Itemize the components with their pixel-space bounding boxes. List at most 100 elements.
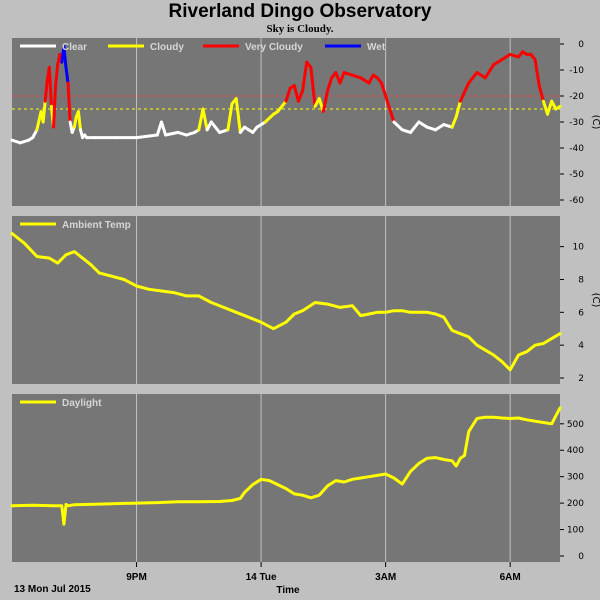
y-tick-label: -50 xyxy=(569,170,584,180)
sky-temp-segment xyxy=(321,89,330,114)
sky-status-subtitle: Sky is Cloudy. xyxy=(266,23,334,35)
sky-temp-segment xyxy=(359,76,371,85)
sky-temp-segment xyxy=(409,120,421,134)
sky-temp-segment xyxy=(392,120,404,132)
x-tick-label: 14 Tue xyxy=(246,572,277,583)
sky-temp-segment xyxy=(43,78,49,103)
sky-temp-segment xyxy=(201,107,209,132)
x-tick-label: 6AM xyxy=(500,572,521,583)
ambient-temp-series xyxy=(10,232,562,372)
sky-temp-segment xyxy=(433,123,446,132)
y-tick-label: 0 xyxy=(578,40,584,50)
sky-temp-segment xyxy=(209,120,222,134)
y-tick-label: 500 xyxy=(567,420,584,430)
sky-temp-segment xyxy=(292,84,300,103)
daylight-panel: Daylight 0 100 200 300 400 500 xyxy=(10,394,584,562)
sky-temp-segment xyxy=(379,81,388,98)
sky-temp-segment xyxy=(54,63,60,88)
sky-temp-segment xyxy=(454,99,462,119)
y-tick-label: 6 xyxy=(578,308,584,318)
y-tick-label: 8 xyxy=(578,275,584,285)
x-axis-title: Time xyxy=(276,585,300,596)
ambient-temp-grid xyxy=(136,216,511,384)
sky-temp-segment xyxy=(309,65,317,108)
daylight-grid xyxy=(136,394,511,562)
ambient-temp-unit-label: (C) xyxy=(590,293,600,308)
sky-temp-segment xyxy=(66,81,72,124)
sky-temp-segment xyxy=(338,71,346,85)
sky-temp-segment xyxy=(76,110,82,132)
sky-temp-segment xyxy=(159,120,168,137)
sky-temp-y-ticks: 0 -10 -20 -30 -40 -50 -60 xyxy=(560,40,584,206)
ambient-temp-line xyxy=(10,232,562,372)
sky-temp-segment xyxy=(284,86,292,103)
sky-temp-segment xyxy=(533,58,541,88)
y-tick-label: 400 xyxy=(567,446,584,456)
sky-temp-legend: Clear Cloudy Very Cloudy Wet xyxy=(20,42,386,53)
sky-temp-segment xyxy=(234,97,242,134)
y-tick-label: -10 xyxy=(569,66,584,76)
sky-temp-segment xyxy=(41,99,47,124)
sky-temp-segment xyxy=(164,130,180,137)
sky-temp-segment xyxy=(483,63,496,80)
daylight-plot-area xyxy=(12,394,560,562)
x-tick-label: 9PM xyxy=(126,572,147,583)
y-tick-label: 10 xyxy=(573,243,585,253)
sky-temp-unit-label: (C) xyxy=(590,115,600,130)
legend-label: Wet xyxy=(367,42,386,53)
sky-temp-segment xyxy=(52,84,58,129)
y-tick-label: 200 xyxy=(567,499,584,509)
daylight-series xyxy=(10,406,562,526)
sky-temp-segment xyxy=(546,99,554,116)
legend-label: Very Cloudy xyxy=(245,42,303,53)
sky-temp-segment xyxy=(72,115,78,129)
x-tick-label: 3AM xyxy=(375,572,396,583)
sky-temp-segment xyxy=(263,112,276,124)
sky-temp-segment xyxy=(492,58,504,67)
page-title: Riverland Dingo Observatory xyxy=(168,1,432,22)
y-tick-label: -30 xyxy=(569,118,584,128)
x-axis-ticks: 9PM 14 Tue 3AM 6AM xyxy=(126,562,521,583)
sky-temp-segment xyxy=(135,133,159,140)
sky-temp-segment xyxy=(500,52,512,62)
sky-temp-segment xyxy=(417,120,429,129)
y-tick-label: -20 xyxy=(569,92,584,102)
start-date-label: 13 Mon Jul 2015 xyxy=(14,584,91,595)
ambient-temp-panel: Ambient Temp 2 4 6 8 10 (C) xyxy=(10,216,600,384)
sky-temp-series xyxy=(10,45,562,145)
ambient-temp-plot-area xyxy=(12,216,560,384)
daylight-legend: Daylight xyxy=(20,398,102,409)
y-tick-label: -40 xyxy=(569,144,584,154)
sky-temp-segment xyxy=(450,115,458,129)
sky-temp-segment xyxy=(64,65,70,85)
sky-temp-segment xyxy=(62,45,68,69)
ambient-temp-legend: Ambient Temp xyxy=(20,220,131,231)
sky-temp-segment xyxy=(296,89,305,103)
sky-temp-segment xyxy=(475,71,487,80)
y-tick-label: 300 xyxy=(567,473,584,483)
daylight-y-ticks: 0 100 200 300 400 500 xyxy=(560,420,584,562)
y-tick-label: 2 xyxy=(578,374,584,384)
sky-temp-segment xyxy=(326,76,334,93)
y-tick-label: 100 xyxy=(567,526,584,536)
y-tick-label: 4 xyxy=(578,341,584,351)
legend-label: Daylight xyxy=(62,398,102,409)
ambient-temp-y-ticks: 2 4 6 8 10 xyxy=(560,243,584,384)
sky-temp-panel: Clear Cloudy Very Cloudy Wet 0 -10 -20 -30 -40 -… xyxy=(10,38,600,206)
sky-temp-segment xyxy=(301,60,309,93)
sky-temp-segment xyxy=(47,65,53,108)
legend-label: Clear xyxy=(62,42,87,53)
sky-temp-segment xyxy=(537,84,545,103)
y-tick-label: 0 xyxy=(578,552,584,562)
sky-temp-plot-area xyxy=(12,38,560,206)
daylight-line xyxy=(10,406,562,526)
sky-temp-segment xyxy=(384,94,396,124)
sky-temp-threshold-lines xyxy=(12,95,560,110)
sky-temp-segment xyxy=(554,104,562,111)
legend-label: Ambient Temp xyxy=(62,220,131,231)
legend-label: Cloudy xyxy=(150,42,184,53)
sky-temp-segment xyxy=(467,71,479,85)
y-tick-label: -60 xyxy=(569,196,584,206)
sky-temp-grid xyxy=(136,38,511,206)
